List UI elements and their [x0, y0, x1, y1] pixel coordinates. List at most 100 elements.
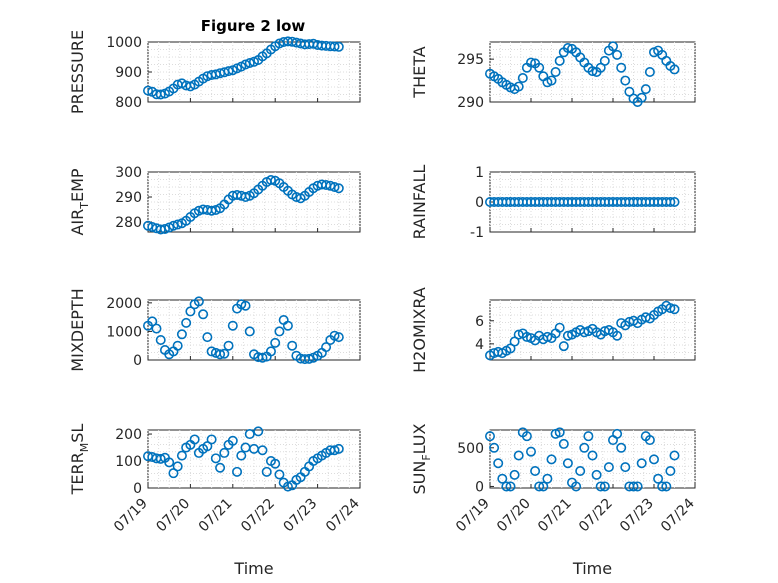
data-point: [558, 341, 569, 352]
grid-lines: [147, 172, 361, 232]
data-point: [571, 481, 582, 492]
data-point: [244, 429, 255, 440]
data-point: [240, 300, 251, 311]
figure-title: Figure 2 low: [201, 17, 306, 35]
data-point: [329, 182, 340, 193]
y-tick-label: 280: [115, 215, 142, 231]
data-point: [321, 342, 332, 353]
data-point: [562, 42, 573, 53]
y-tick-label: -1: [470, 225, 484, 241]
x-tick-label: 07/22: [238, 496, 278, 536]
data-point: [525, 57, 536, 68]
data-point: [261, 466, 272, 477]
y-tick-label: 0: [133, 481, 142, 497]
data-point: [669, 304, 680, 315]
data-point: [155, 334, 166, 345]
data-point: [591, 469, 602, 480]
data-point: [607, 41, 618, 52]
data-point: [505, 481, 516, 492]
data-point: [538, 481, 549, 492]
data-point: [534, 62, 545, 73]
data-point: [497, 473, 508, 484]
y-tick-label: 6: [475, 314, 484, 330]
data-point: [525, 446, 536, 457]
data-point: [185, 306, 196, 317]
data-point: [210, 453, 221, 464]
data-point: [333, 183, 344, 194]
data-point: [270, 337, 281, 348]
y-tick-label: 1000: [106, 35, 142, 51]
data-point: [616, 62, 627, 73]
y-axis-label: RAINFALL: [410, 165, 429, 240]
data-point: [669, 450, 680, 461]
data-point: [274, 326, 285, 337]
data-point: [620, 75, 631, 86]
data-point: [232, 466, 243, 477]
data-point: [644, 435, 655, 446]
data-point: [489, 442, 500, 453]
data-point: [155, 453, 166, 464]
data-point: [223, 66, 234, 77]
data-point: [227, 320, 238, 331]
data-point: [587, 450, 598, 461]
x-tick-label: 07/21: [535, 496, 575, 536]
data-point: [172, 340, 183, 351]
data-point: [244, 326, 255, 337]
data-point: [159, 224, 170, 235]
y-axis-label: AIRTEMP: [68, 168, 91, 235]
data-point: [509, 469, 520, 480]
data-point: [193, 296, 204, 307]
y-tick-label: 1: [475, 165, 484, 181]
data-point: [530, 465, 541, 476]
data-point: [620, 462, 631, 473]
data-point: [304, 353, 315, 364]
y-axis-label: PRESSURE: [68, 30, 87, 114]
y-tick-label: 290: [115, 190, 142, 206]
data-point: [147, 316, 158, 327]
data-point: [227, 435, 238, 446]
data-point: [599, 481, 610, 492]
data-point: [151, 323, 162, 334]
panel-theta: 290 295 THETA: [410, 41, 696, 111]
data-point: [176, 450, 187, 461]
y-tick-label: 290: [457, 95, 484, 111]
x-axis-label: Time: [572, 559, 612, 578]
data-point: [282, 481, 293, 492]
data-point: [546, 454, 557, 465]
data-point: [657, 481, 668, 492]
data-point: [546, 75, 557, 86]
panel-terr_msl: 0 100 200 07/19 07/20 07/21 07/22 07/23 07/24 TER…: [68, 424, 363, 578]
y-tick-label: 2000: [106, 296, 142, 312]
y-axis-label: SUNFLUX: [410, 423, 433, 494]
data-point: [189, 434, 200, 445]
x-tick-label: 07/24: [323, 495, 363, 535]
data-point: [554, 55, 565, 66]
data-point: [669, 64, 680, 75]
data-point: [636, 458, 647, 469]
data-point: [579, 327, 590, 338]
x-tick-label: 07/20: [153, 496, 193, 536]
data-point: [219, 348, 230, 359]
data-point: [329, 445, 340, 456]
data-point: [616, 442, 627, 453]
data-point: [521, 331, 532, 342]
data-point: [176, 329, 187, 340]
y-tick-label: 100: [115, 454, 142, 470]
y-tick-label: 500: [457, 441, 484, 457]
data-point: [583, 431, 594, 442]
data-point: [240, 59, 251, 70]
data-point: [282, 320, 293, 331]
data-point: [644, 67, 655, 78]
data-point: [329, 41, 340, 52]
data-point: [244, 57, 255, 68]
data-point: [517, 73, 528, 84]
data-point: [575, 465, 586, 476]
data-point: [287, 340, 298, 351]
data-point: [206, 346, 217, 357]
data-point: [612, 428, 623, 439]
data-point: [333, 332, 344, 343]
data-point: [632, 481, 643, 492]
data-point: [648, 454, 659, 465]
data-point: [265, 175, 276, 186]
data-point: [181, 317, 192, 328]
